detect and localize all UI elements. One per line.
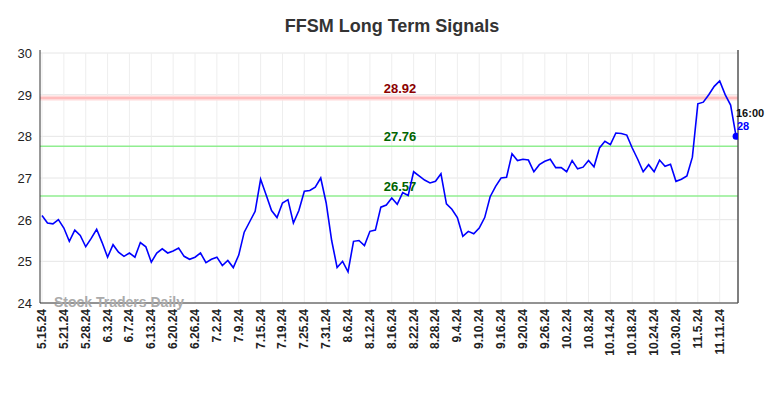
level-line (40, 146, 738, 148)
grid-line-x (610, 53, 611, 303)
level-line (40, 195, 738, 197)
x-tick-label: 7.9.24 (232, 309, 246, 343)
grid-line-x (151, 53, 152, 303)
grid-line-x (632, 53, 633, 303)
grid-line (40, 219, 738, 220)
title: FFSM Long Term Signals (285, 16, 500, 36)
grid-line-x (326, 53, 327, 303)
x-tick-label: 10.2.24 (560, 309, 574, 349)
grid-line-x (369, 53, 370, 303)
x-tick-label: 5.28.24 (79, 309, 93, 349)
grid-line-x (457, 53, 458, 303)
level-label: 27.76 (384, 129, 417, 144)
x-tick-label: 10.8.24 (582, 309, 596, 349)
grid-line-x (85, 53, 86, 303)
grid-line-x (282, 53, 283, 303)
x-tick-label: 6.7.24 (122, 309, 136, 343)
x-tick-label: 9.4.24 (450, 309, 464, 343)
grid-line-x (42, 53, 43, 303)
grid-line-x (107, 53, 108, 303)
last-price: 28 (737, 120, 749, 132)
y-tick-label: 24 (18, 296, 32, 311)
grid-line-x (195, 53, 196, 303)
last-time: 16:00 (736, 107, 764, 119)
grid-line-x (173, 53, 174, 303)
chart: FFSM Long Term Signals 24 25 26 27 28 29 30 5.15… (0, 0, 784, 398)
x-tick-label: 8.22.24 (407, 309, 421, 349)
last-point (733, 133, 738, 140)
grid-line-x (697, 53, 698, 303)
y-tick-label: 25 (18, 254, 32, 269)
grid-line-x (522, 53, 523, 303)
y-tick-label: 28 (18, 129, 32, 144)
level-line (40, 97, 738, 99)
grid-line-x (63, 53, 64, 303)
right-frame (737, 50, 739, 303)
x-tick-label: 10.14.24 (603, 309, 617, 356)
grid-line-x (238, 53, 239, 303)
grid-line-x (566, 53, 567, 303)
x-tick-label: 6.26.24 (188, 309, 202, 349)
x-tick-label: 6.3.24 (101, 309, 115, 343)
level-label: 28.92 (384, 81, 417, 96)
grid-line-x (544, 53, 545, 303)
x-tick-label: 11.11.24 (713, 309, 727, 355)
watermark: Stock Traders Daily (54, 294, 184, 310)
level-band (40, 96, 738, 101)
y-tick-label: 27 (18, 171, 32, 186)
y-axis (40, 50, 41, 303)
y-tick-label: 26 (18, 213, 32, 228)
x-tick-label: 8.28.24 (428, 309, 442, 349)
grid-line-x (719, 53, 720, 303)
x-tick-label: 9.20.24 (516, 309, 530, 349)
grid-line-x (588, 53, 589, 303)
x-tick-label: 9.26.24 (538, 309, 552, 349)
grid-line (40, 261, 738, 262)
x-tick-label: 7.25.24 (297, 309, 311, 349)
x-tick-label: 10.30.24 (669, 309, 683, 356)
y-tick-label: 29 (18, 88, 32, 103)
grid-line (40, 53, 738, 54)
x-tick-label: 5.21.24 (57, 309, 71, 349)
x-tick-label: 10.18.24 (625, 309, 639, 356)
price-line (42, 81, 736, 272)
grid-line-x (654, 53, 655, 303)
x-tick-label: 9.10.24 (472, 309, 486, 349)
x-tick-label: 8.12.24 (363, 309, 377, 349)
x-tick-label: 9.16.24 (494, 309, 508, 349)
x-tick-label: 7.19.24 (275, 309, 289, 349)
x-tick-label: 5.15.24 (35, 309, 49, 349)
x-tick-label: 11.5.24 (691, 309, 705, 349)
grid-line-x (479, 53, 480, 303)
x-tick-label: 7.15.24 (254, 309, 268, 349)
y-tick-label: 30 (18, 46, 32, 61)
x-tick-label: 7.2.24 (210, 309, 224, 343)
plot-area (42, 81, 738, 272)
x-tick-label: 6.20.24 (166, 309, 180, 349)
x-tick-label: 8.16.24 (385, 309, 399, 349)
x-tick-label: 6.13.24 (144, 309, 158, 349)
grid-line-x (216, 53, 217, 303)
grid-line-x (304, 53, 305, 303)
grid-line-x (435, 53, 436, 303)
x-tick-label: 7.31.24 (319, 309, 333, 349)
x-tick-label: 10.24.24 (647, 309, 661, 356)
grid-line-x (129, 53, 130, 303)
x-tick-label: 8.6.24 (341, 309, 355, 343)
